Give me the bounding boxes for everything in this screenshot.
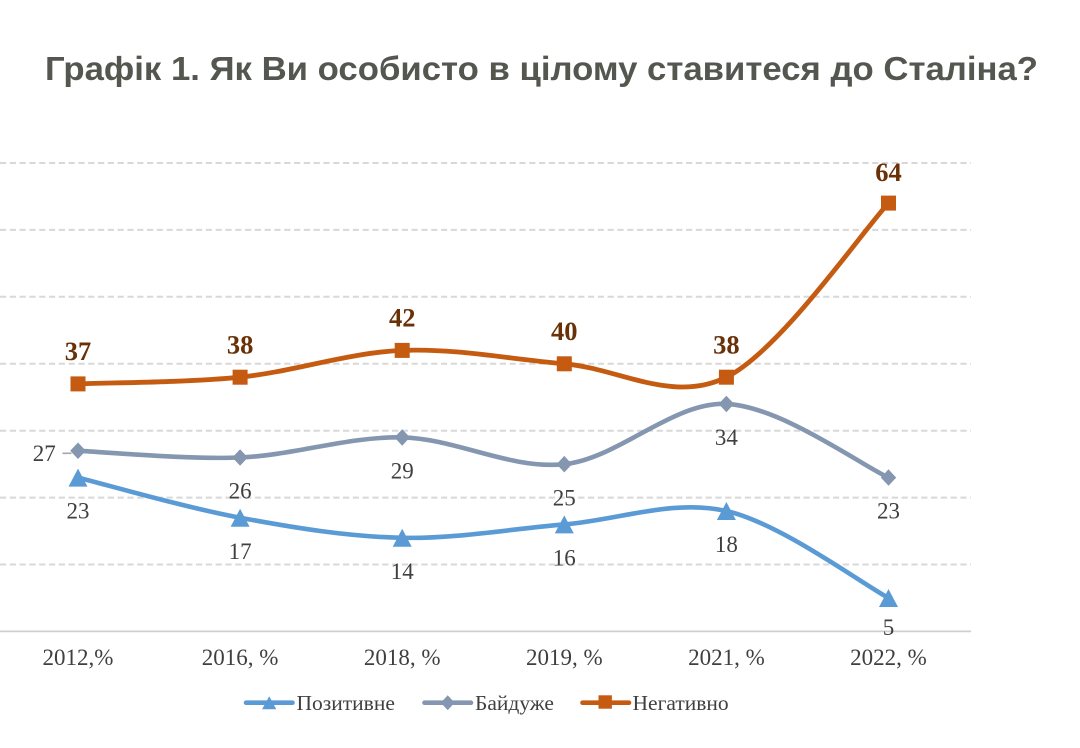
- svg-text:2018, %: 2018, %: [364, 645, 441, 670]
- svg-text:27: 27: [33, 441, 56, 466]
- svg-text:29: 29: [391, 459, 414, 484]
- svg-text:34: 34: [715, 425, 739, 450]
- svg-text:42: 42: [389, 303, 416, 333]
- svg-text:5: 5: [883, 615, 895, 640]
- svg-text:23: 23: [877, 499, 900, 524]
- svg-text:23: 23: [67, 499, 90, 524]
- svg-text:Байдуже: Байдуже: [475, 691, 554, 715]
- svg-text:14: 14: [391, 559, 415, 584]
- svg-text:26: 26: [229, 479, 252, 504]
- svg-text:64: 64: [875, 157, 902, 187]
- svg-text:2021, %: 2021, %: [688, 645, 765, 670]
- svg-text:18: 18: [715, 532, 738, 557]
- svg-text:Графік 1. Як Ви особисто в ціл: Графік 1. Як Ви особисто в цілому ставит…: [45, 50, 1038, 87]
- svg-text:2019, %: 2019, %: [526, 645, 603, 670]
- svg-text:2022, %: 2022, %: [850, 645, 927, 670]
- svg-text:37: 37: [65, 336, 92, 366]
- svg-text:17: 17: [229, 539, 252, 564]
- svg-text:38: 38: [227, 329, 254, 359]
- svg-text:2016, %: 2016, %: [202, 645, 279, 670]
- svg-text:38: 38: [713, 329, 740, 359]
- svg-text:Позитивне: Позитивне: [297, 691, 395, 715]
- svg-text:25: 25: [553, 485, 576, 510]
- svg-text:40: 40: [551, 316, 578, 346]
- svg-text:Негативно: Негативно: [633, 691, 729, 715]
- svg-text:16: 16: [553, 546, 576, 571]
- svg-text:2012,%: 2012,%: [43, 645, 114, 670]
